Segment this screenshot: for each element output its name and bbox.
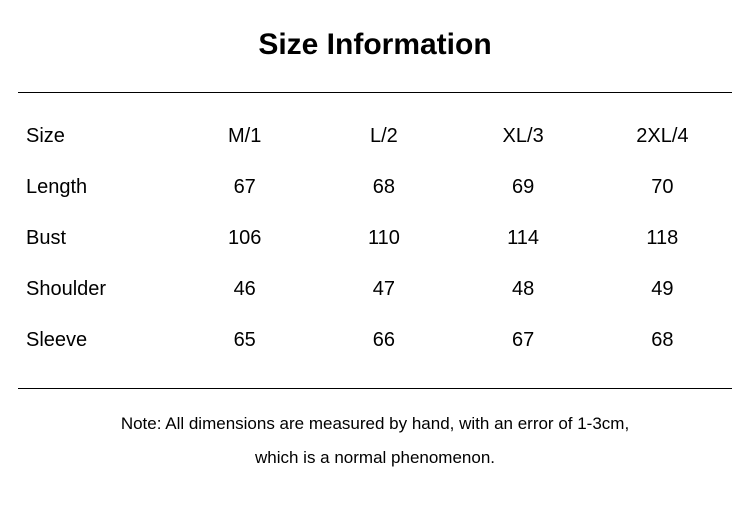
cell: 67 [454,315,593,366]
row-label-shoulder: Shoulder [18,264,175,315]
col-header: XL/3 [454,111,593,162]
size-info-container: Size Information Size M/1 L/2 XL/3 2XL/4… [0,0,750,516]
footnote-line2: which is a normal phenomenon. [18,441,732,475]
table-row: Shoulder 46 47 48 49 [18,264,732,315]
cell: 66 [314,315,453,366]
size-table-wrap: Size M/1 L/2 XL/3 2XL/4 Length 67 68 69 … [18,92,732,389]
cell: 65 [175,315,314,366]
size-table: Size M/1 L/2 XL/3 2XL/4 Length 67 68 69 … [18,111,732,366]
cell: 67 [175,162,314,213]
row-label-length: Length [18,162,175,213]
page-title: Size Information [18,28,732,62]
cell: 68 [593,315,732,366]
table-row: Bust 106 110 114 118 [18,213,732,264]
cell: 106 [175,213,314,264]
row-label-size: Size [18,111,175,162]
cell: 48 [454,264,593,315]
col-header: 2XL/4 [593,111,732,162]
row-label-bust: Bust [18,213,175,264]
cell: 46 [175,264,314,315]
cell: 110 [314,213,453,264]
col-header: L/2 [314,111,453,162]
cell: 68 [314,162,453,213]
col-header: M/1 [175,111,314,162]
cell: 49 [593,264,732,315]
footnote-line1: Note: All dimensions are measured by han… [18,407,732,441]
table-row: Sleeve 65 66 67 68 [18,315,732,366]
cell: 114 [454,213,593,264]
cell: 69 [454,162,593,213]
cell: 118 [593,213,732,264]
table-row: Length 67 68 69 70 [18,162,732,213]
cell: 47 [314,264,453,315]
table-row: Size M/1 L/2 XL/3 2XL/4 [18,111,732,162]
row-label-sleeve: Sleeve [18,315,175,366]
footnote: Note: All dimensions are measured by han… [18,407,732,475]
cell: 70 [593,162,732,213]
